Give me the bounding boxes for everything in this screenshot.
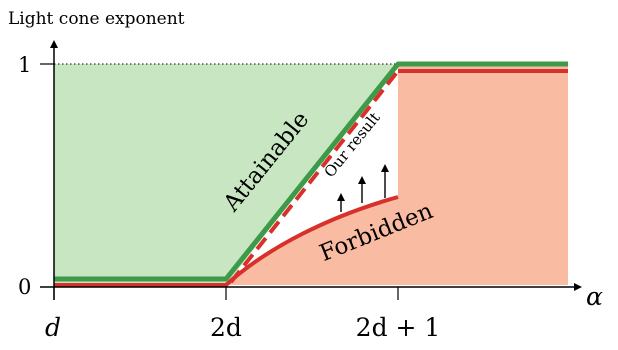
x-axis-symbol: α bbox=[586, 282, 603, 311]
our-result-dashed-line bbox=[229, 69, 400, 284]
attainable-boundary bbox=[54, 61, 568, 282]
attainable-region bbox=[54, 64, 398, 285]
y-tick-label-1: 1 bbox=[18, 53, 31, 77]
x-tick-label-2d: 2d bbox=[210, 313, 242, 342]
x-tick-label-d: d bbox=[45, 313, 61, 342]
x-tick-label-2d1: 2d + 1 bbox=[356, 313, 441, 342]
y-axis-title: Light cone exponent bbox=[8, 9, 185, 29]
y-tick-label-0: 0 bbox=[18, 275, 31, 299]
